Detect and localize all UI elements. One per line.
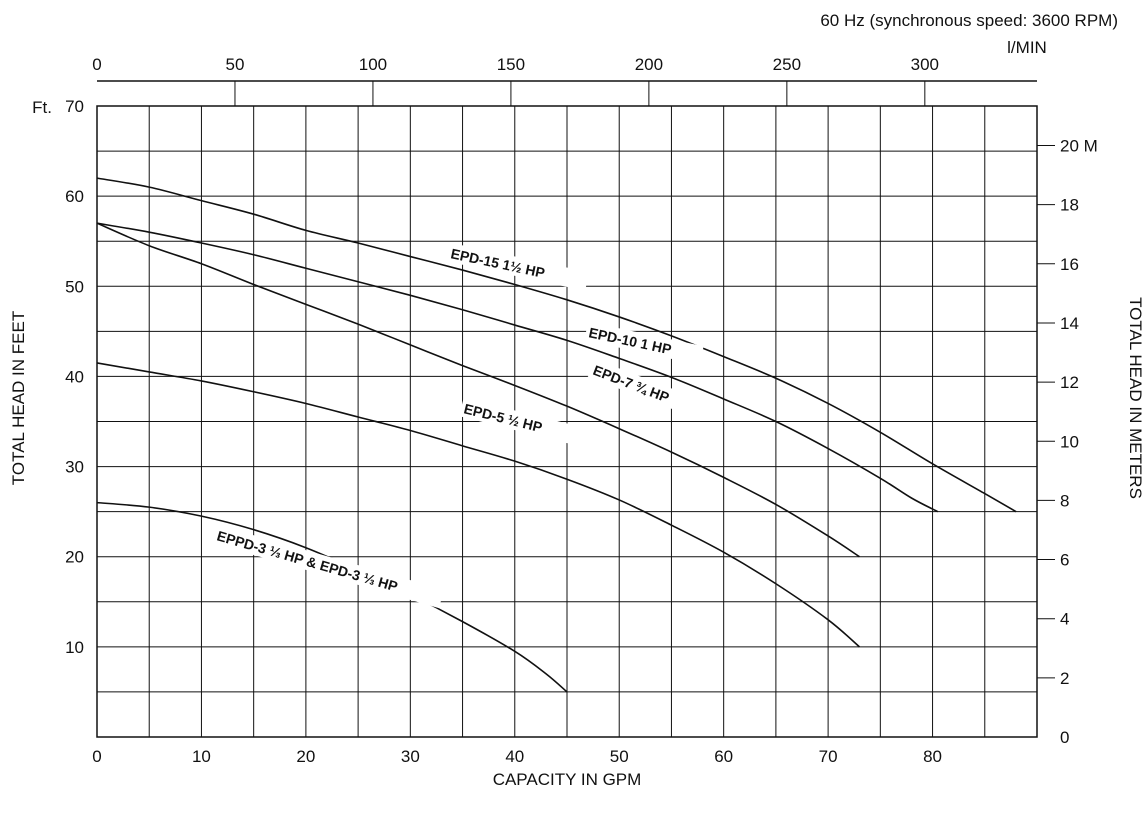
x-tick-label: 30 xyxy=(401,747,420,766)
x-tick-label: 70 xyxy=(819,747,838,766)
series-line-1 xyxy=(96,222,939,513)
top-axis-tick-label: 100 xyxy=(359,55,387,74)
right-axis-tick-label: 18 xyxy=(1060,196,1079,215)
top-axis-tick-label: 0 xyxy=(92,55,101,74)
series-line-2 xyxy=(96,222,860,558)
series-label-epd3: EPPD-3 ⅓ HP & EPD-3 ⅓ HP xyxy=(212,524,445,609)
series-label-epd5-text: EPD-5 ½ HP xyxy=(462,400,544,435)
x-axis-ticks: 0 10 20 30 40 50 60 70 80 xyxy=(92,747,942,766)
series-line-0 xyxy=(96,177,1017,513)
series-line-3 xyxy=(96,362,860,648)
y-tick-label: 70 xyxy=(65,97,84,116)
x-tick-label: 60 xyxy=(714,747,733,766)
right-axis-tick-label: 0 xyxy=(1060,728,1069,747)
grid-lines xyxy=(97,106,1037,737)
series-label-epd3-text: EPPD-3 ⅓ HP & EPD-3 ⅓ HP xyxy=(215,528,399,595)
series-label-epd15: EPD-15 1½ HP xyxy=(446,242,590,291)
x-tick-label: 50 xyxy=(610,747,629,766)
right-axis-tick-label: 6 xyxy=(1060,551,1069,570)
right-axis-tick-label: 8 xyxy=(1060,491,1069,510)
top-axis-tick-label: 50 xyxy=(226,55,245,74)
x-axis-title: CAPACITY IN GPM xyxy=(493,770,642,789)
x-tick-label: 80 xyxy=(923,747,942,766)
top-axis-tick-label: 200 xyxy=(635,55,663,74)
right-axis-title: TOTAL HEAD IN METERS xyxy=(1126,297,1145,499)
right-axis-tick-label: 14 xyxy=(1060,314,1079,333)
series-label-epd15-text: EPD-15 1½ HP xyxy=(449,245,546,281)
right-axis-tick-label: 10 xyxy=(1060,432,1079,451)
y-tick-label: 20 xyxy=(65,548,84,567)
right-axis-tick-label: 12 xyxy=(1060,373,1079,392)
right-axis-tick-label: 20 M xyxy=(1060,137,1098,156)
y-axis-ticks: 10 20 30 40 50 60 70 xyxy=(65,97,84,657)
left-axis-unit: Ft. xyxy=(32,98,52,117)
y-axis-title: TOTAL HEAD IN FEET xyxy=(9,311,28,485)
y-tick-label: 30 xyxy=(65,458,84,477)
right-axis-tick-label: 16 xyxy=(1060,255,1079,274)
series-line-4 xyxy=(96,501,568,693)
right-axis-tick-label: 2 xyxy=(1060,669,1069,688)
x-tick-label: 40 xyxy=(505,747,524,766)
y-tick-label: 40 xyxy=(65,367,84,386)
x-tick-label: 0 xyxy=(92,747,101,766)
y-tick-label: 50 xyxy=(65,277,84,296)
y-tick-label: 60 xyxy=(65,187,84,206)
plot-frame xyxy=(96,105,1038,738)
series-label-epd7-text: EPD-7 ¾ HP xyxy=(591,362,672,406)
top-axis-tick-label: 300 xyxy=(911,55,939,74)
top-axis-tick-label: 250 xyxy=(773,55,801,74)
chart-title: 60 Hz (synchronous speed: 3600 RPM) xyxy=(820,11,1118,30)
x-tick-label: 20 xyxy=(296,747,315,766)
right-axis-tick-label: 4 xyxy=(1060,610,1069,629)
top-axis-tick-label: 150 xyxy=(497,55,525,74)
series-label-epd10: EPD-10 1 HP xyxy=(584,321,704,365)
y-tick-label: 10 xyxy=(65,638,84,657)
right-axis-ticks: 0 2 4 6 8 10 12 14 16 18 20 M xyxy=(1037,137,1098,747)
x-tick-label: 10 xyxy=(192,747,211,766)
top-axis-ticks: 0 50 100 150 200 250 300 xyxy=(92,55,939,106)
top-axis-unit: l/MIN xyxy=(1007,38,1047,57)
